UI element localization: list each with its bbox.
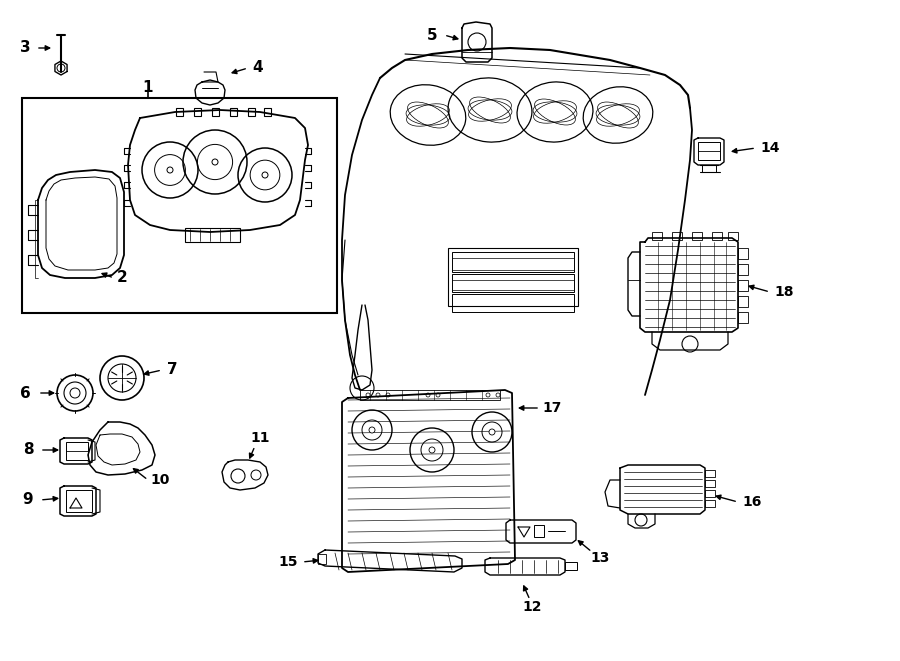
Circle shape <box>369 427 375 433</box>
Text: 11: 11 <box>250 431 270 445</box>
Bar <box>738 264 748 275</box>
Text: 2: 2 <box>117 270 128 286</box>
Text: 13: 13 <box>590 551 609 565</box>
Bar <box>705 500 715 507</box>
Bar <box>66 490 92 512</box>
Text: 17: 17 <box>543 401 562 415</box>
Bar <box>705 490 715 497</box>
Bar <box>652 232 662 240</box>
Bar <box>712 232 722 240</box>
Text: 7: 7 <box>166 362 177 377</box>
Bar <box>705 480 715 487</box>
Bar <box>452 294 574 312</box>
Text: 9: 9 <box>22 492 33 508</box>
Bar <box>738 248 748 259</box>
Bar <box>565 562 577 570</box>
Text: 3: 3 <box>20 40 31 56</box>
Bar <box>698 142 720 160</box>
Bar <box>185 228 240 242</box>
Bar <box>738 296 748 307</box>
Bar <box>66 442 88 460</box>
Text: 16: 16 <box>742 495 761 509</box>
Bar <box>448 248 578 306</box>
Circle shape <box>262 172 268 178</box>
Bar <box>264 108 271 116</box>
Circle shape <box>489 429 495 435</box>
Text: 1: 1 <box>143 81 153 95</box>
Text: 15: 15 <box>278 555 298 569</box>
Text: 6: 6 <box>20 385 31 401</box>
Bar <box>452 252 574 272</box>
Bar <box>176 108 183 116</box>
Bar <box>692 232 702 240</box>
Circle shape <box>429 447 435 453</box>
Text: 14: 14 <box>760 141 779 155</box>
Text: 12: 12 <box>522 600 542 614</box>
Bar <box>738 312 748 323</box>
Bar <box>738 280 748 291</box>
Bar <box>194 108 201 116</box>
Circle shape <box>212 159 218 165</box>
Bar <box>230 108 237 116</box>
Bar <box>705 470 715 477</box>
Bar <box>672 232 682 240</box>
Text: 18: 18 <box>774 285 794 299</box>
Text: 8: 8 <box>22 442 33 457</box>
Circle shape <box>167 167 173 173</box>
Bar <box>452 274 574 292</box>
Bar <box>728 232 738 240</box>
Bar <box>22 98 337 313</box>
Bar <box>360 390 500 400</box>
Bar <box>212 108 219 116</box>
Bar <box>248 108 255 116</box>
Bar <box>318 554 326 564</box>
Text: 4: 4 <box>253 61 264 75</box>
Text: 5: 5 <box>427 28 437 42</box>
Bar <box>534 525 544 537</box>
Text: 10: 10 <box>150 473 170 487</box>
